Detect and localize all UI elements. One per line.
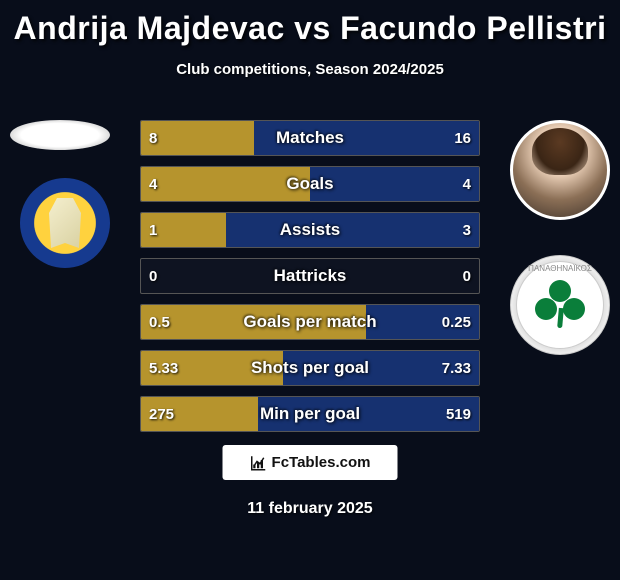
stat-row: 00Hattricks bbox=[140, 258, 480, 294]
stat-label: Min per goal bbox=[141, 397, 479, 431]
chart-icon bbox=[250, 454, 268, 472]
stat-row: 44Goals bbox=[140, 166, 480, 202]
player-left-avatar bbox=[10, 120, 110, 150]
stat-row: 0.50.25Goals per match bbox=[140, 304, 480, 340]
stat-label: Matches bbox=[141, 121, 479, 155]
shamrock-icon bbox=[537, 282, 583, 328]
page-title: Andrija Majdevac vs Facundo Pellistri bbox=[0, 0, 620, 47]
footer-brand-logo: FcTables.com bbox=[223, 445, 398, 480]
player-left-club-badge bbox=[20, 178, 110, 268]
stat-label: Assists bbox=[141, 213, 479, 247]
stat-row: 816Matches bbox=[140, 120, 480, 156]
stat-row: 5.337.33Shots per goal bbox=[140, 350, 480, 386]
stat-label: Hattricks bbox=[141, 259, 479, 293]
stat-label: Goals per match bbox=[141, 305, 479, 339]
stat-row: 13Assists bbox=[140, 212, 480, 248]
stat-row: 275519Min per goal bbox=[140, 396, 480, 432]
subtitle: Club competitions, Season 2024/2025 bbox=[0, 61, 620, 78]
footer-date: 11 february 2025 bbox=[0, 500, 620, 518]
stat-label: Goals bbox=[141, 167, 479, 201]
comparison-chart: 816Matches 44Goals 13Assists 00Hattricks 0.5… bbox=[140, 120, 480, 442]
player-right-club-badge: ΠΑΝΑΘΗΝΑΪΚΟΣ bbox=[510, 255, 610, 355]
footer-brand-text: FcTables.com bbox=[272, 454, 371, 471]
club-left-figure-icon bbox=[45, 198, 85, 248]
stat-label: Shots per goal bbox=[141, 351, 479, 385]
player-right-avatar bbox=[510, 120, 610, 220]
